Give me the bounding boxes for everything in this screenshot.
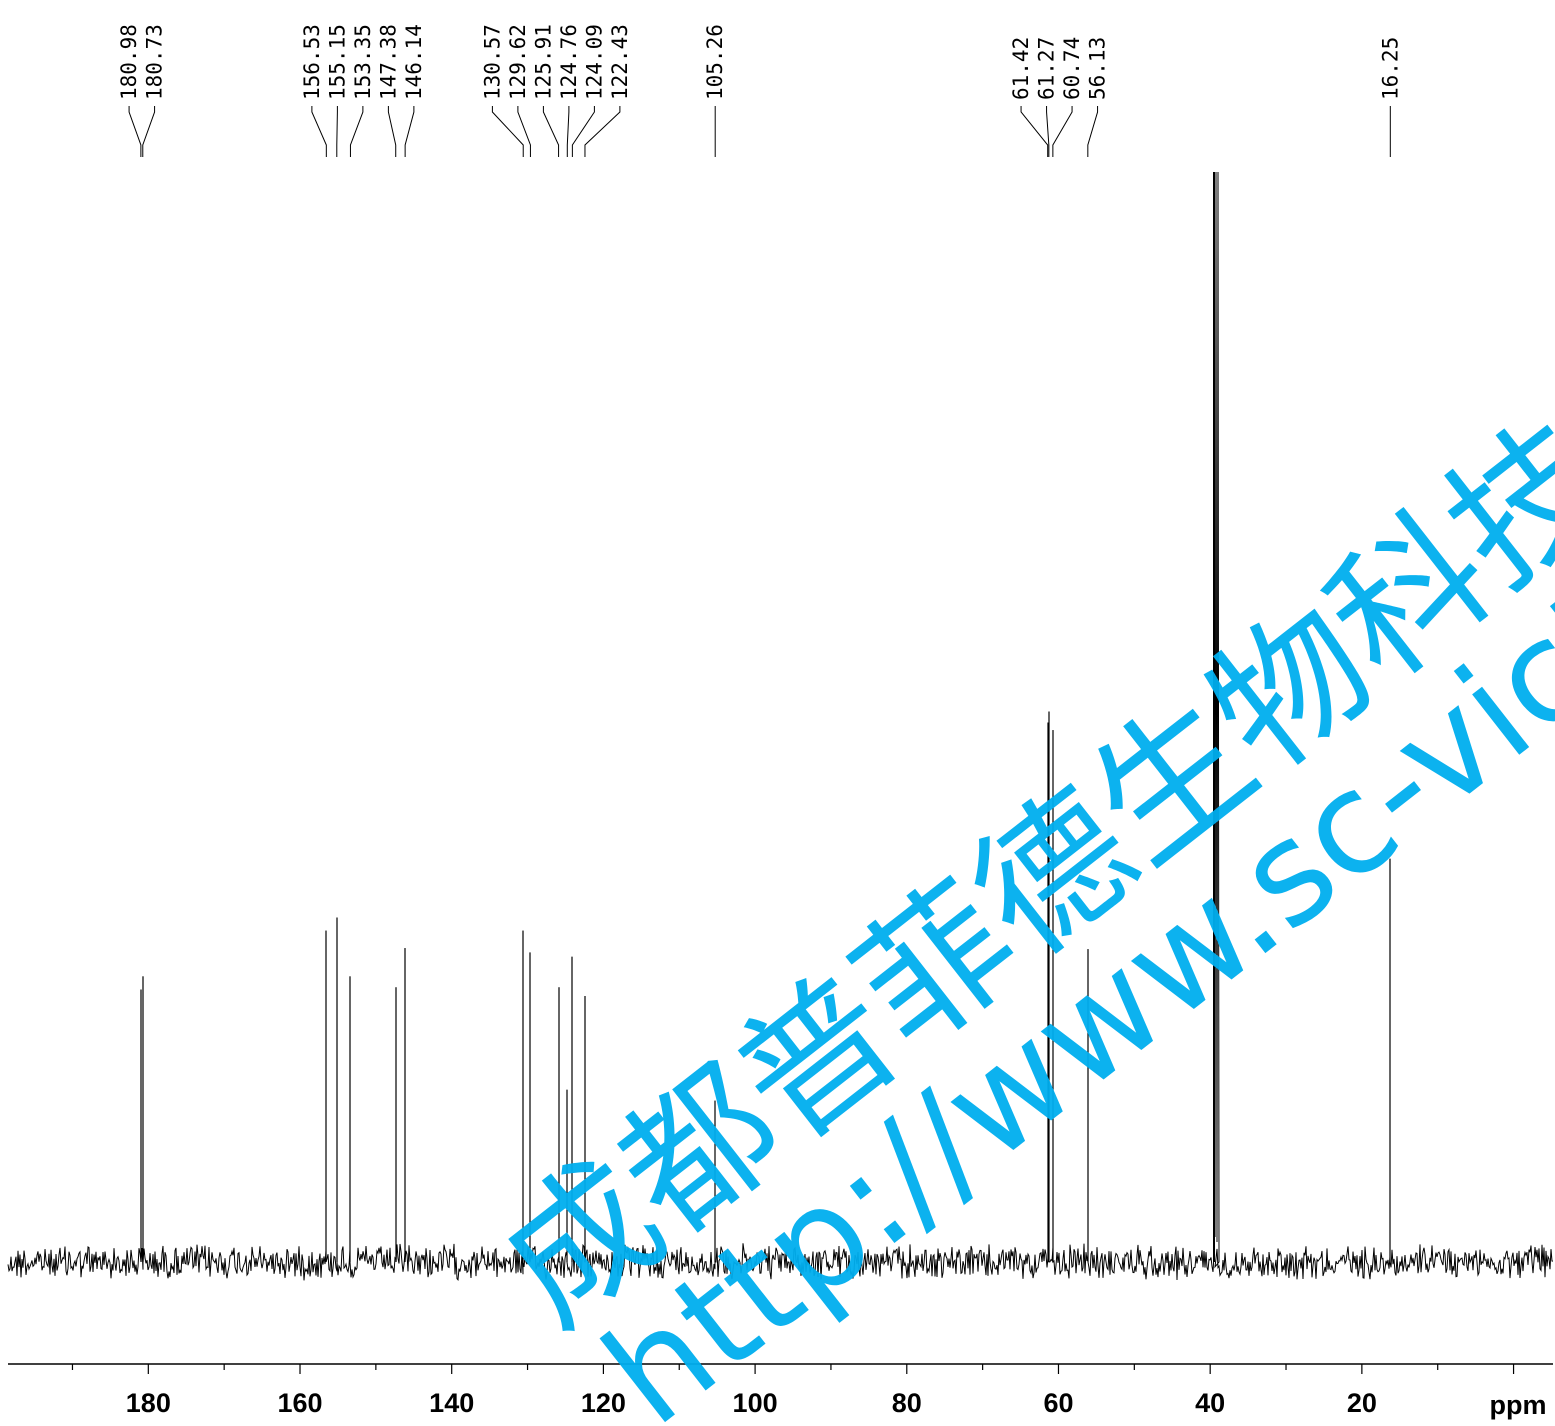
x-axis-tick-label: 40 (1195, 1388, 1225, 1418)
x-axis-tick-label: 80 (892, 1388, 922, 1418)
peak-label: 146.14 (402, 24, 426, 100)
peak-label: 61.42 (1009, 37, 1033, 100)
peak-label: 130.57 (480, 24, 504, 100)
peak-label: 180.98 (117, 24, 141, 100)
peak-label-leader (311, 106, 327, 157)
peak-label-leader (542, 106, 560, 157)
peak-label-leader (517, 106, 531, 157)
peak-label: 124.09 (582, 24, 606, 100)
x-axis-unit-label: ppm (1490, 1390, 1547, 1420)
x-axis-tick-label: 100 (733, 1388, 778, 1418)
peak-label: 125.91 (531, 24, 555, 100)
x-axis-tick-label: 120 (581, 1388, 626, 1418)
peak-label: 16.25 (1378, 37, 1402, 100)
peak-label: 61.27 (1035, 37, 1059, 100)
peak-label: 147.38 (376, 24, 400, 100)
peak-label-leader (142, 106, 156, 157)
peak-label: 60.74 (1060, 37, 1084, 100)
peak-labels-group: 180.98 180.73 156.53 155.15 153.35 147.38 146.… (117, 24, 1402, 100)
peak-label: 156.53 (300, 24, 324, 100)
x-axis-tick-label: 20 (1347, 1388, 1377, 1418)
peak-label-leader (1087, 106, 1099, 157)
peak-label: 105.26 (703, 24, 727, 100)
peak-label-leader (404, 106, 415, 157)
peak-label: 56.13 (1086, 37, 1110, 100)
watermark: 成都普菲德生物科技有限公 http://www.sc-victory (470, 113, 1555, 1426)
peak-label: 129.62 (506, 24, 530, 100)
peak-label: 180.73 (143, 24, 167, 100)
peak-label-leader (349, 106, 364, 157)
peak-label: 122.43 (608, 24, 632, 100)
x-axis: 180 160 140 120 100 80 60 40 20 (8, 1363, 1553, 1418)
peak-label-leader (387, 106, 397, 157)
peak-label-leader (584, 106, 621, 157)
peak-label-leader (1052, 106, 1073, 157)
peak-label-leader (566, 106, 570, 157)
peak-label: 155.15 (325, 24, 349, 100)
x-axis-tick-label: 60 (1043, 1388, 1073, 1418)
x-axis-tick-label: 140 (429, 1388, 474, 1418)
peak-label: 153.35 (351, 24, 375, 100)
peak-label-leader (336, 106, 338, 157)
peak-label-leader (128, 106, 142, 157)
x-axis-tick-label: 180 (126, 1388, 171, 1418)
peak-label: 124.76 (557, 24, 581, 100)
peak-label-leader (1046, 106, 1050, 157)
x-axis-tick-label: 160 (277, 1388, 322, 1418)
peak-label-leader (1020, 106, 1049, 157)
peak-label-leader (491, 106, 524, 157)
peak-label-leader (571, 106, 595, 157)
spectrum-trace (7, 171, 1554, 1281)
